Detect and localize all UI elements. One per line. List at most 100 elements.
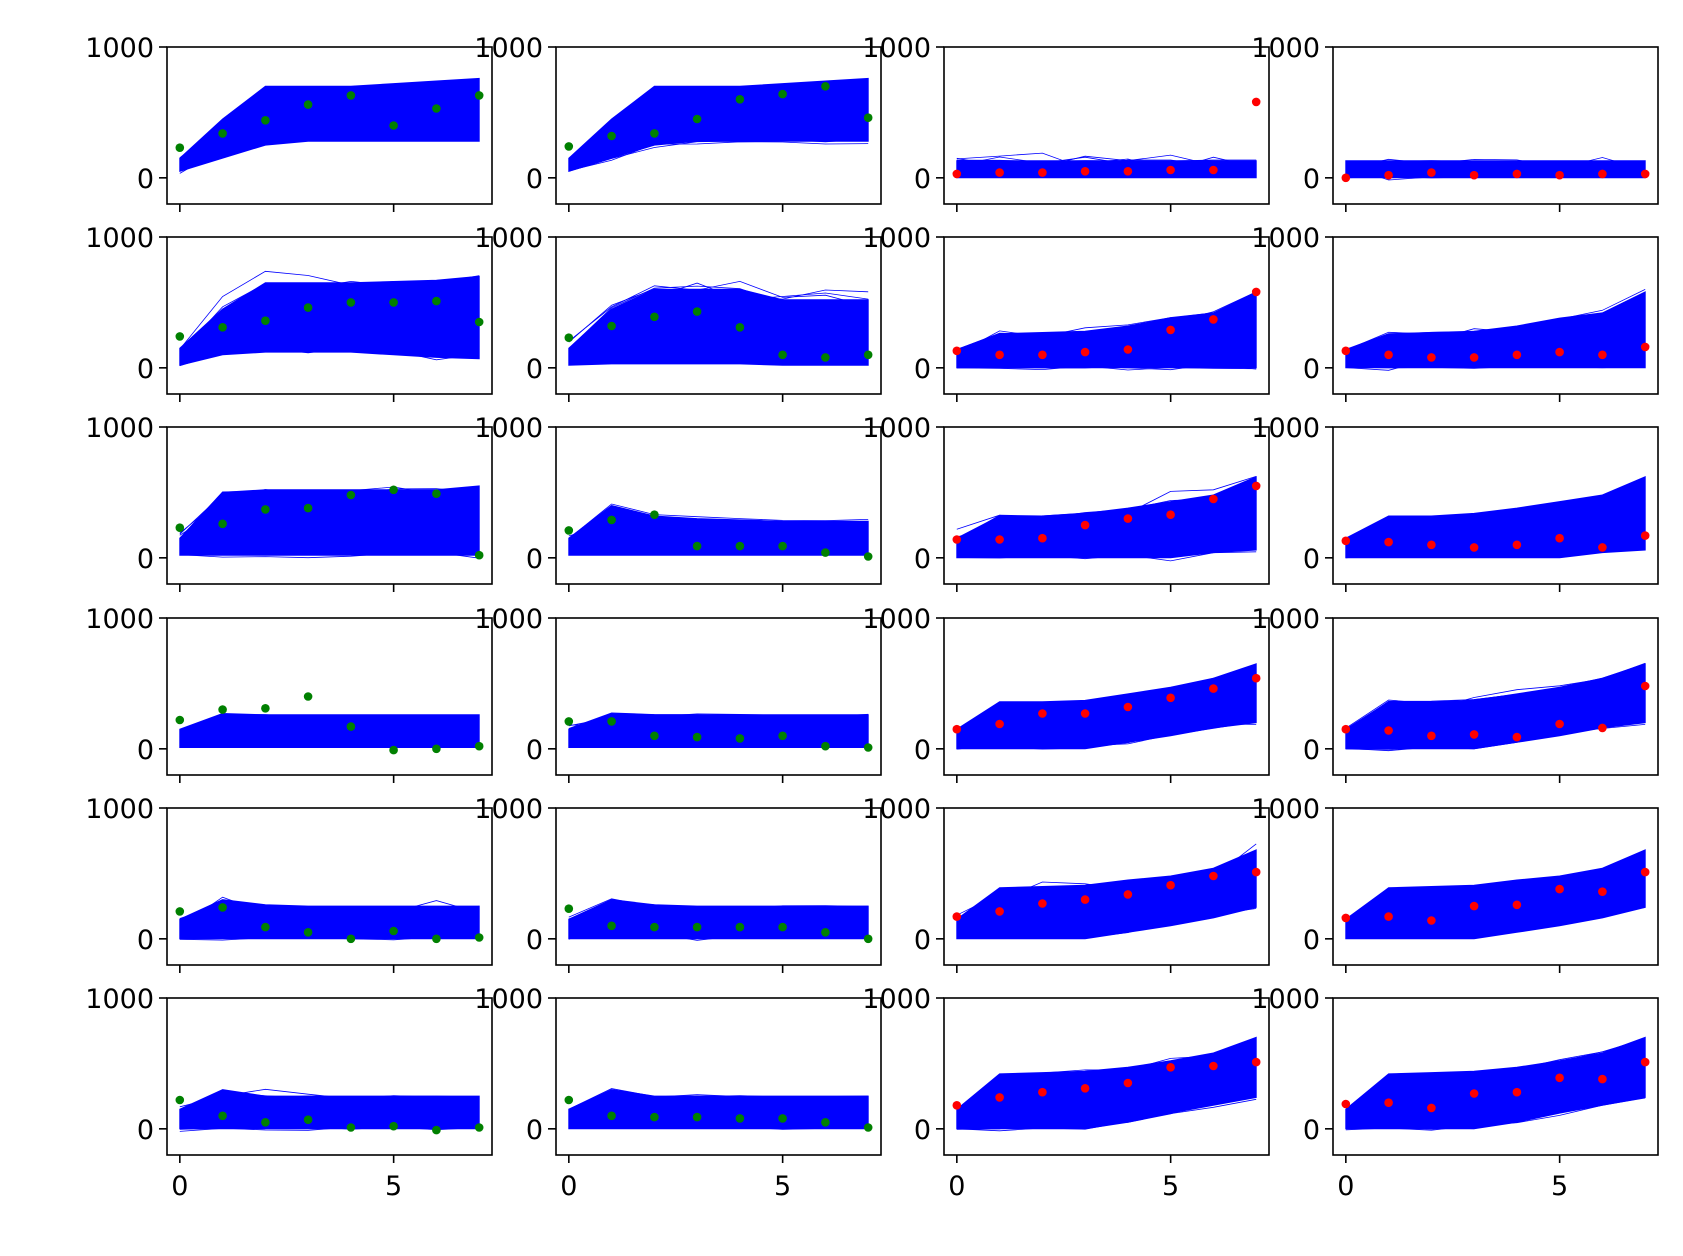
ensemble-line	[1345, 684, 1646, 737]
y-tick-label: 1000	[862, 794, 931, 825]
axes-frame	[555, 46, 882, 205]
observed-point	[778, 731, 787, 741]
ensemble-line	[1345, 175, 1646, 178]
observed-point	[1555, 884, 1564, 894]
observed-point	[821, 1118, 830, 1127]
ensemble-line	[568, 354, 869, 364]
y-tick-label: 1000	[474, 413, 543, 444]
ensemble-line	[1345, 662, 1646, 736]
y-tick-label: 0	[137, 164, 154, 195]
ensemble-line	[179, 311, 480, 358]
observed-point	[1512, 732, 1522, 742]
ensemble-line	[179, 1094, 480, 1112]
ensemble-line	[1345, 879, 1646, 930]
ensemble-line	[956, 717, 1257, 750]
ensemble-line	[956, 499, 1257, 545]
ensemble-line	[179, 313, 480, 358]
ensemble-line	[956, 708, 1257, 746]
panel-r3-c3: 0 1000	[1251, 604, 1659, 783]
observed-point	[1341, 173, 1351, 183]
ensemble-line	[1345, 171, 1646, 175]
ensemble-line	[568, 740, 869, 746]
observed-point	[389, 745, 398, 755]
ensemble-line	[956, 1064, 1257, 1120]
ensemble-line	[1345, 167, 1646, 170]
ensemble-line	[956, 694, 1257, 739]
observed-point	[261, 316, 270, 326]
observed-point	[1080, 709, 1090, 718]
observed-point	[607, 717, 616, 726]
ensemble-line	[179, 718, 480, 734]
ensemble-line	[956, 869, 1257, 926]
ensemble-line	[1345, 322, 1646, 358]
observed-point	[821, 928, 830, 937]
ensemble-line	[179, 512, 480, 546]
panel-r1-c1: 0 1000	[474, 223, 882, 402]
observed-point	[474, 933, 484, 942]
ensemble-line	[956, 158, 1257, 172]
observed-point	[175, 1095, 185, 1105]
y-tick-label: 1000	[85, 984, 154, 1015]
observed-point	[1555, 347, 1564, 357]
ensemble-line	[179, 736, 480, 743]
panel-r2-c1: 0 1000	[474, 413, 882, 592]
observed-point	[778, 541, 787, 551]
y-tick-label: 1000	[474, 984, 543, 1015]
ensemble-line	[568, 331, 869, 359]
ensemble-line	[1345, 870, 1646, 921]
ensemble-line	[1345, 717, 1646, 746]
observed-point	[218, 705, 227, 714]
observed-point	[389, 1121, 398, 1131]
observed-point	[1080, 347, 1090, 357]
ensemble-line	[568, 503, 869, 539]
ensemble-line	[956, 1093, 1257, 1128]
ensemble-line	[956, 510, 1257, 549]
observed-point	[1038, 350, 1047, 360]
ensemble-line	[956, 699, 1257, 743]
ensemble-line	[1345, 1073, 1646, 1120]
ensemble-line	[1345, 1087, 1646, 1127]
ensemble-line	[179, 925, 480, 935]
observed-point	[564, 526, 574, 535]
ensemble-line	[179, 120, 480, 168]
ensemble-line	[1345, 892, 1646, 934]
ensemble-line	[956, 534, 1257, 554]
ensemble-line	[1345, 724, 1646, 752]
ensemble-line	[568, 727, 869, 739]
ensemble-line	[956, 1084, 1257, 1127]
ensemble-line	[1345, 1095, 1646, 1129]
ensemble-line	[956, 165, 1257, 168]
axes-frame	[943, 236, 1270, 395]
ensemble-line	[568, 924, 869, 934]
observed-point	[564, 142, 574, 151]
panel-r5-c3: 0 1000 0 5	[1251, 984, 1659, 1202]
y-tick-label: 0	[1303, 544, 1320, 575]
ensemble-line	[179, 84, 480, 160]
ensemble-line	[1345, 348, 1646, 365]
panel-plot-area	[952, 97, 1261, 179]
axes-frame	[1332, 617, 1659, 776]
observed-point	[303, 692, 313, 701]
observed-point	[1123, 345, 1133, 354]
ensemble-line	[179, 110, 480, 166]
ensemble-line	[568, 141, 869, 172]
ensemble-line	[1345, 875, 1646, 924]
panel-r0-c1: 0 1000	[474, 33, 882, 212]
ensemble-line	[568, 734, 869, 742]
ensemble-line	[179, 503, 480, 543]
ensemble-line	[1345, 541, 1646, 555]
panel-r1-c0: 0 1000	[85, 223, 493, 402]
ensemble-line	[956, 876, 1257, 929]
ensemble-line	[568, 903, 869, 921]
ensemble-line	[179, 715, 480, 732]
ensemble-line	[1345, 1052, 1646, 1115]
observed-point	[1251, 287, 1261, 297]
ensemble-line	[568, 902, 869, 920]
ensemble-line	[956, 301, 1257, 354]
panel-r1-c2: 0 1000	[862, 223, 1270, 402]
y-tick-label: 0	[914, 925, 931, 956]
ensemble-line	[956, 899, 1257, 937]
observed-point	[863, 552, 873, 561]
ensemble-line	[1345, 855, 1646, 921]
observed-point	[1209, 684, 1218, 693]
